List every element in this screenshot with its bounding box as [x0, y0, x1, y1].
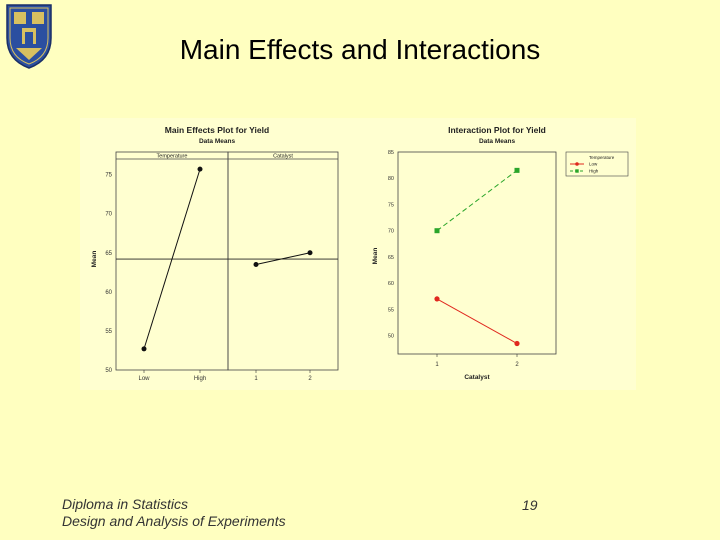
- me-temperature-point-low: [141, 346, 147, 352]
- ia-low-point-2: [514, 340, 520, 347]
- charts-svg: Main Effects Plot for Yield Data Means M…: [80, 118, 636, 390]
- me-y-axis: 50 55 60 65 70 75: [105, 173, 112, 374]
- page-number: 19: [522, 497, 538, 513]
- main-effects-title: Main Effects Plot for Yield: [165, 125, 269, 135]
- ia-ytick-label: 80: [388, 176, 394, 182]
- ia-xtick-label: 2: [515, 362, 519, 368]
- main-effects-plot: Main Effects Plot for Yield Data Means M…: [91, 125, 339, 382]
- me-panel-temperature-label: Temperature: [157, 154, 188, 160]
- interaction-subtitle: Data Means: [479, 138, 516, 145]
- ia-high-series-line: [436, 169, 518, 232]
- ia-ytick-label: 60: [388, 281, 394, 287]
- ia-legend-high-label: High: [589, 169, 599, 174]
- me-panel-catalyst-label: Catalyst: [273, 154, 293, 160]
- me-xtick-label: High: [194, 376, 206, 382]
- footer: Diploma in Statistics Design and Analysi…: [62, 496, 286, 530]
- footer-module: Design and Analysis of Experiments: [62, 513, 286, 529]
- me-catalyst-point-2: [307, 250, 313, 256]
- ia-legend-high-marker: [575, 169, 579, 173]
- charts-figure: Main Effects Plot for Yield Data Means M…: [80, 118, 636, 390]
- ia-high-point-2: [514, 167, 520, 173]
- ia-legend-low-label: Low: [589, 162, 598, 167]
- slide-title: Main Effects and Interactions: [179, 34, 541, 65]
- me-temperature-line: [143, 169, 201, 350]
- ia-legend: Temperature Low High: [565, 151, 629, 177]
- interaction-title: Interaction Plot for Yield: [448, 125, 546, 135]
- interaction-plot: Interaction Plot for Yield Data Means Me…: [372, 125, 629, 381]
- me-ytick-label: 70: [105, 212, 112, 218]
- me-xtick-label: 1: [254, 376, 258, 382]
- ia-ytick-label: 85: [388, 150, 394, 156]
- ia-ytick-label: 70: [388, 229, 394, 235]
- ia-legend-low-marker: [575, 162, 579, 166]
- ia-ytick-label: 55: [388, 307, 394, 313]
- me-ytick-label: 75: [105, 173, 112, 179]
- interaction-plot-frame: [397, 151, 557, 355]
- me-xtick-label: Low: [138, 376, 150, 382]
- me-ytick-label: 65: [105, 251, 112, 257]
- ia-ytick-label: 65: [388, 255, 394, 261]
- ia-xtick-label: 1: [435, 362, 439, 368]
- me-xtick-label: 2: [308, 376, 312, 382]
- ia-ytick-label: 50: [388, 334, 394, 340]
- me-panel-catalyst-frame: [227, 151, 339, 371]
- me-ytick-label: 60: [105, 290, 112, 296]
- me-ytick-label: 55: [105, 329, 112, 335]
- main-effects-subtitle: Data Means: [199, 138, 236, 145]
- footer-course: Diploma in Statistics: [62, 496, 189, 512]
- me-catalyst-line: [255, 252, 311, 265]
- ia-low-point-1: [434, 296, 440, 302]
- ia-y-axis: 50 55 60 65 70 75 80 85: [388, 150, 394, 340]
- ia-legend-title: Temperature: [589, 155, 615, 160]
- university-crest-icon: [6, 4, 52, 69]
- ia-ytick-label: 75: [388, 202, 394, 208]
- interaction-xlabel: Catalyst: [464, 374, 490, 381]
- me-ytick-label: 50: [105, 368, 112, 374]
- main-effects-ylabel: Mean: [91, 251, 98, 268]
- ia-high-point-1: [434, 228, 440, 234]
- interaction-ylabel: Mean: [372, 248, 379, 265]
- ia-low-series-line: [436, 298, 518, 344]
- me-temperature-point-high: [197, 166, 203, 172]
- me-catalyst-point-1: [253, 262, 259, 267]
